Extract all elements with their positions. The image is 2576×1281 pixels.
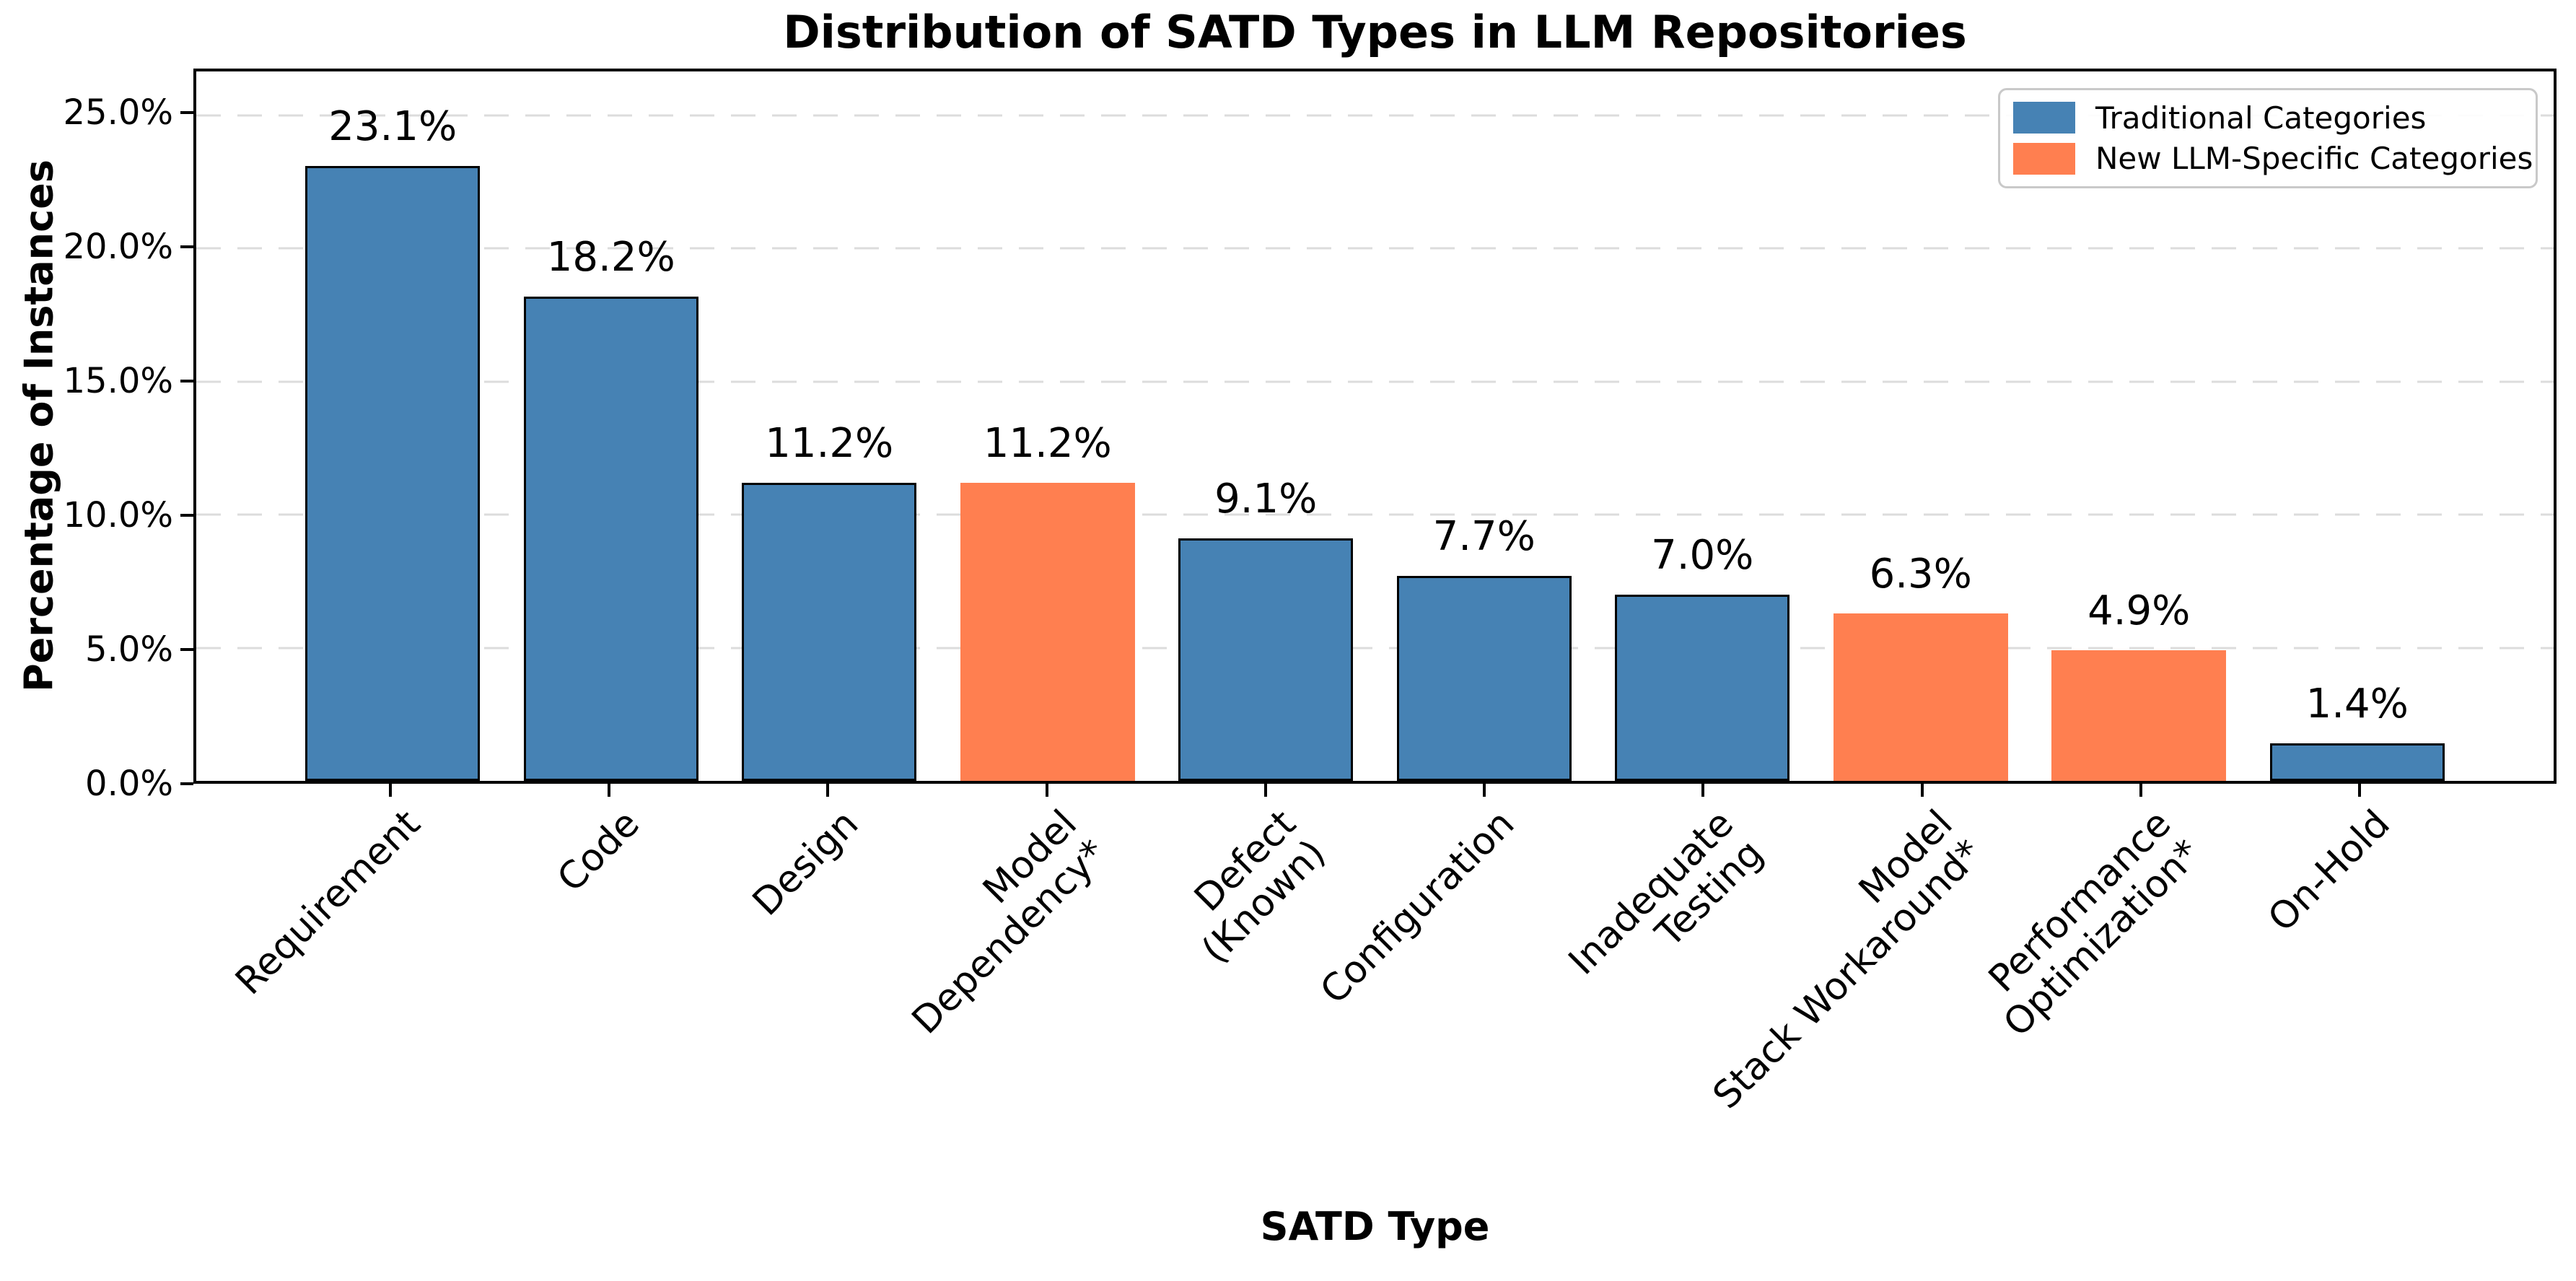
y-tick-label: 15.0% <box>63 361 173 402</box>
y-tick-label: 25.0% <box>63 92 173 134</box>
x-tick-mark <box>1045 784 1048 797</box>
legend: Traditional Categories New LLM-Specific C… <box>1998 88 2538 188</box>
gridline-20.0% <box>196 247 2554 250</box>
x-tick-mark <box>1263 784 1267 797</box>
bar-Code <box>523 296 698 781</box>
chart-title: Distribution of SATD Types in LLM Reposi… <box>783 6 1967 58</box>
bar-Requirement <box>305 165 481 781</box>
y-tick-mark <box>180 245 193 249</box>
legend-row: New LLM-Specific Categories <box>2013 141 2533 176</box>
x-tick-mark <box>608 784 611 797</box>
bar-value-label: 4.9% <box>2087 587 2191 635</box>
y-tick-mark <box>180 380 193 383</box>
bar-Inadequate Testing <box>1615 594 1790 781</box>
y-tick-mark <box>180 782 193 785</box>
x-tick-label: Configuration <box>1313 802 1523 1013</box>
legend-label: Traditional Categories <box>2095 100 2427 136</box>
bar-Defect (Known) <box>1178 538 1354 781</box>
x-tick-mark <box>2139 784 2142 797</box>
x-tick-mark <box>826 784 830 797</box>
x-tick-mark <box>388 784 392 797</box>
bar-value-label: 18.2% <box>546 233 675 281</box>
bar-On-Hold <box>2269 743 2445 781</box>
bar-value-label: 11.2% <box>765 419 894 467</box>
x-tick-label: Performance Optimization* <box>1981 802 2209 1046</box>
x-tick-label: Defect (Known) <box>1186 802 1334 972</box>
legend-label: New LLM-Specific Categories <box>2095 141 2533 177</box>
x-tick-mark <box>2358 784 2362 797</box>
bar-Performance Optimization* <box>2051 650 2227 781</box>
x-tick-label: On-Hold <box>2260 802 2398 940</box>
x-tick-label: Design <box>744 802 867 924</box>
x-tick-label: Inadequate Testing <box>1560 802 1772 984</box>
bar-Model Dependency* <box>960 482 1135 781</box>
gridline-10.0% <box>196 513 2554 516</box>
bar-value-label: 9.1% <box>1214 476 1318 523</box>
x-tick-label: Code <box>549 802 648 901</box>
bar-value-label: 7.7% <box>1432 512 1535 560</box>
y-tick-label: 20.0% <box>63 227 173 268</box>
bar-value-label: 7.0% <box>1651 531 1754 579</box>
x-tick-mark <box>1483 784 1486 797</box>
x-tick-label: Model Dependency* <box>904 802 1116 1043</box>
gridline-5.0% <box>196 647 2554 650</box>
y-tick-mark <box>180 514 193 517</box>
bar-value-label: 11.2% <box>983 419 1112 467</box>
legend-swatch <box>2013 102 2075 134</box>
x-tick-label: Requirement <box>227 802 429 1004</box>
x-axis-label: SATD Type <box>1260 1204 1490 1249</box>
gridline-25.0% <box>196 114 2554 117</box>
bar-Model Stack Workaround* <box>1833 613 2008 781</box>
gridline-15.0% <box>196 380 2554 383</box>
y-tick-label: 10.0% <box>63 495 173 536</box>
bar-Design <box>742 482 917 781</box>
y-tick-mark <box>180 111 193 115</box>
x-tick-mark <box>1701 784 1705 797</box>
x-tick-mark <box>1920 784 1924 797</box>
y-tick-label: 5.0% <box>85 629 173 670</box>
legend-swatch <box>2013 142 2075 175</box>
y-tick-label: 0.0% <box>85 764 173 804</box>
bar-Configuration <box>1396 575 1572 781</box>
bar-value-label: 6.3% <box>1869 550 1972 598</box>
legend-row: Traditional Categories <box>2013 100 2523 136</box>
bar-value-label: 1.4% <box>2305 681 2409 728</box>
bar-value-label: 23.1% <box>328 102 457 150</box>
y-tick-mark <box>180 648 193 652</box>
